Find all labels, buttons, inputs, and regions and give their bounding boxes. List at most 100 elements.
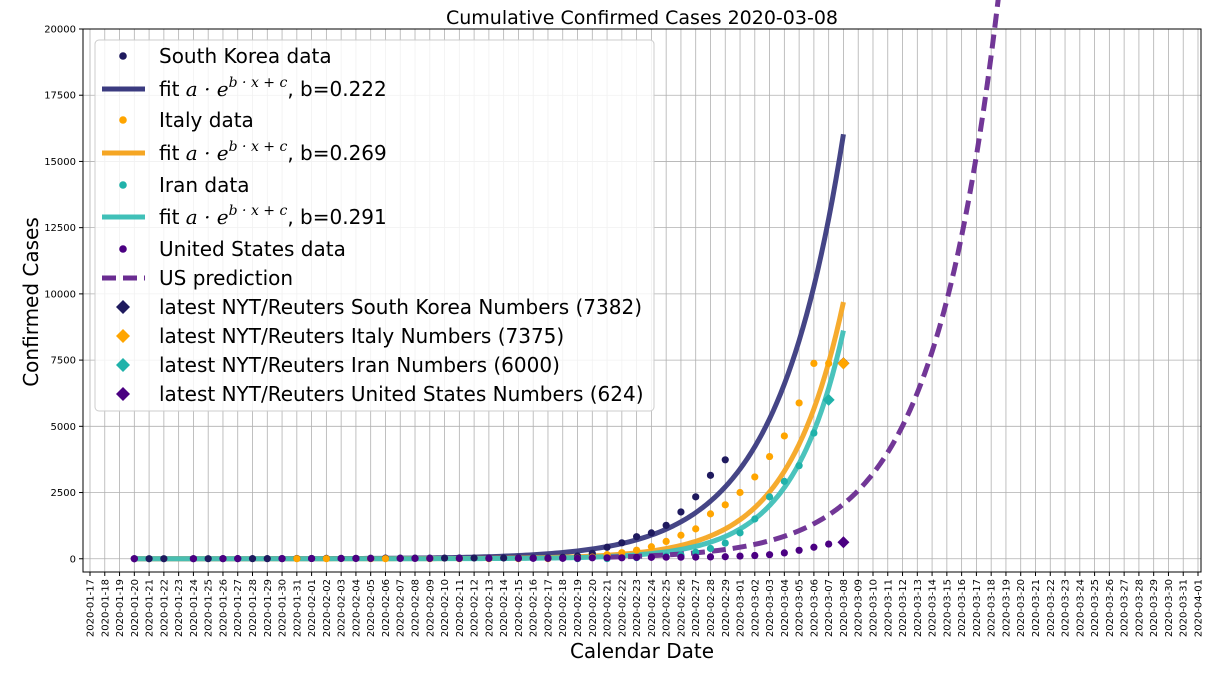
x-tick-label: 2020-03-09 [854, 579, 865, 637]
x-tick-label: 2020-01-29 [263, 579, 274, 637]
x-tick-label: 2020-02-04 [351, 579, 362, 637]
data-point [559, 554, 567, 562]
data-point [647, 529, 655, 537]
data-point [692, 493, 700, 501]
x-tick-label: 2020-02-23 [632, 579, 643, 637]
y-axis-ticks: 0 2500 5000 7500 10000 12500 15000 17500 20000 [44, 25, 83, 565]
x-tick-label: 2020-03-24 [1075, 579, 1086, 637]
legend-label: Iran data [159, 173, 249, 197]
data-point [825, 359, 833, 368]
data-point [736, 488, 744, 497]
data-point [500, 554, 508, 562]
data-point [130, 555, 138, 563]
x-tick-label: 2020-02-14 [499, 579, 510, 637]
x-tick-label: 2020-02-01 [307, 579, 318, 637]
data-point [706, 471, 715, 479]
x-tick-label: 2020-02-20 [588, 579, 599, 637]
x-tick-label: 2020-02-03 [337, 579, 348, 637]
data-point [337, 554, 345, 563]
x-tick-label: 2020-01-30 [278, 579, 289, 637]
x-tick-label: 2020-04-01 [1194, 579, 1205, 637]
data-point [189, 555, 198, 563]
data-point [381, 555, 390, 563]
legend-label: latest NYT/Reuters South Korea Numbers (… [159, 295, 642, 319]
x-tick-label: 2020-03-18 [987, 579, 998, 637]
legend-label: United States data [159, 237, 346, 261]
legend-label: fit a · eb · x + c, b=0.222 [159, 75, 387, 101]
data-point [765, 551, 774, 559]
x-tick-label: 2020-02-25 [662, 579, 673, 637]
data-point [662, 537, 670, 546]
x-tick-label: 2020-02-21 [603, 579, 614, 637]
data-point [765, 452, 774, 461]
data-point [810, 429, 818, 437]
data-point [204, 555, 212, 563]
legend-label: South Korea data [159, 44, 332, 68]
legend-swatch-point [119, 181, 127, 189]
data-point [603, 543, 611, 551]
x-tick-label: 2020-01-24 [189, 579, 200, 637]
y-tick-label: 0 [70, 554, 76, 565]
legend-swatch-point [119, 245, 127, 253]
latest-marker [837, 357, 850, 370]
y-tick-label: 2500 [51, 488, 76, 499]
data-point [588, 554, 596, 562]
legend-swatch-diamond [116, 358, 130, 372]
x-tick-label: 2020-03-02 [750, 579, 761, 637]
x-tick-label: 2020-03-05 [795, 579, 806, 637]
data-point [677, 531, 685, 539]
x-tick-label: 2020-02-24 [647, 579, 658, 637]
x-tick-label: 2020-02-11 [455, 579, 466, 637]
data-point [618, 539, 626, 547]
legend-label: latest NYT/Reuters Italy Numbers (7375) [159, 324, 564, 348]
x-tick-label: 2020-02-08 [411, 579, 422, 637]
x-tick-label: 2020-03-25 [1090, 579, 1101, 637]
latest-marker [822, 393, 835, 406]
x-tick-label: 2020-01-21 [145, 579, 156, 637]
x-tick-label: 2020-02-16 [529, 579, 540, 637]
x-tick-label: 2020-03-30 [1164, 579, 1175, 637]
y-tick-label: 7500 [51, 356, 76, 367]
data-point [352, 554, 360, 563]
chart-title: Cumulative Confirmed Cases 2020-03-08 [446, 7, 838, 29]
x-tick-label: 2020-03-01 [736, 579, 747, 637]
x-tick-label: 2020-03-29 [1149, 579, 1160, 637]
x-tick-label: 2020-03-04 [780, 579, 791, 637]
series-layer [130, 0, 1001, 563]
x-tick-label: 2020-02-12 [470, 579, 481, 637]
data-point [544, 554, 552, 562]
x-tick-label: 2020-02-09 [425, 579, 436, 637]
x-tick-label: 2020-03-16 [957, 579, 968, 637]
x-tick-label: 2020-02-10 [440, 579, 451, 637]
data-point [721, 553, 729, 561]
x-axis-ticks: 2020-01-17 2020-01-18 2020-01-19 2020-01-20… [86, 572, 1205, 637]
x-tick-label: 2020-02-28 [706, 579, 717, 637]
data-point [825, 540, 833, 548]
x-tick-label: 2020-02-06 [381, 579, 392, 637]
y-tick-label: 15000 [44, 157, 76, 168]
data-point [706, 553, 715, 561]
legend-swatch-point [119, 52, 127, 60]
x-tick-label: 2020-02-22 [617, 579, 628, 637]
data-point [618, 549, 626, 557]
data-point [603, 554, 611, 562]
data-point [145, 555, 153, 563]
x-tick-label: 2020-03-21 [1031, 579, 1042, 637]
latest-marker [837, 536, 850, 549]
data-point [514, 554, 523, 562]
x-tick-label: 2020-01-18 [100, 579, 111, 637]
data-point [234, 555, 242, 563]
legend-label: Italy data [159, 108, 254, 132]
data-point [721, 456, 729, 464]
data-point [440, 554, 449, 562]
x-tick-label: 2020-02-02 [322, 579, 333, 637]
y-tick-label: 17500 [44, 91, 76, 102]
data-point [263, 555, 271, 563]
x-tick-label: 2020-03-26 [1105, 579, 1116, 637]
data-point [677, 553, 685, 561]
x-tick-label: 2020-03-23 [1061, 579, 1072, 637]
data-point [293, 555, 301, 563]
data-point [736, 529, 744, 537]
data-point [810, 543, 818, 551]
